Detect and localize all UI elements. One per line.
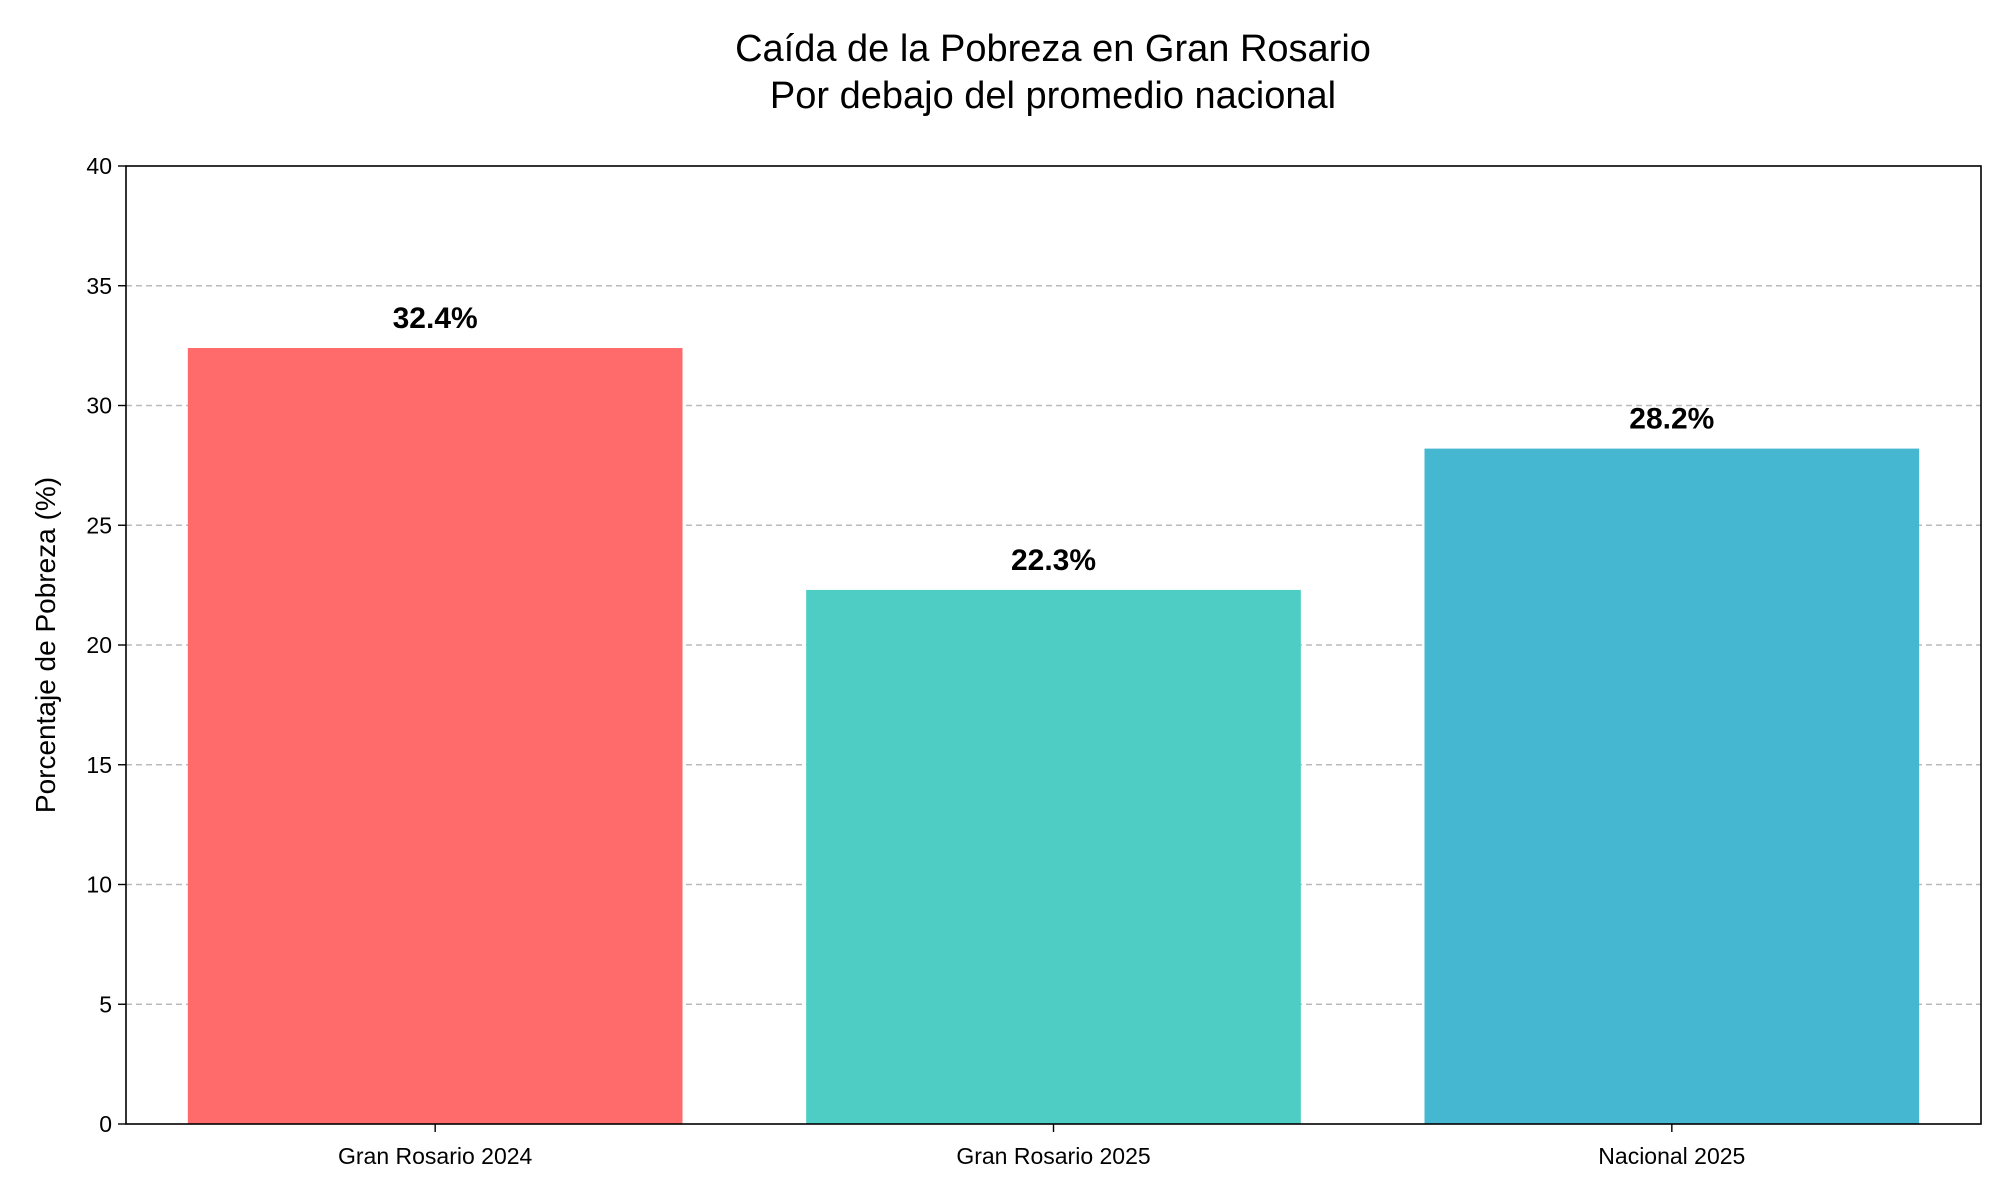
plot-frame	[125, 165, 1982, 1125]
y-tick-label: 40	[86, 153, 112, 179]
bar-2	[806, 589, 1301, 1124]
x-axis-ticks: Gran Rosario 2024 Gran Rosario 2025 Nacion…	[338, 1124, 1745, 1169]
y-axis-label: Porcentaje de Pobreza (%)	[30, 477, 61, 813]
y-tick-label: 20	[86, 632, 112, 658]
y-tick-label: 15	[86, 752, 112, 778]
y-tick-label: 5	[99, 991, 112, 1017]
y-tick-label: 25	[86, 512, 112, 538]
y-tick-label: 30	[86, 393, 112, 419]
chart-subtitle: Por debajo del promedio nacional	[770, 75, 1336, 117]
y-tick-label: 35	[86, 273, 112, 299]
data-label: 22.3%	[1011, 544, 1096, 577]
bar-1	[187, 348, 683, 1124]
bars: 32.4% 22.3% 28.2%	[187, 302, 1920, 1124]
bar-3	[1424, 448, 1920, 1124]
chart-title: Caída de la Pobreza en Gran Rosario	[735, 28, 1371, 70]
y-tick-label: 10	[86, 872, 112, 898]
data-label: 32.4%	[393, 302, 478, 335]
data-label: 28.2%	[1629, 403, 1714, 436]
y-tick-label: 0	[99, 1111, 112, 1137]
x-tick-label: Nacional 2025	[1598, 1143, 1745, 1169]
x-tick-label: Gran Rosario 2025	[956, 1143, 1150, 1169]
x-tick-label: Gran Rosario 2024	[338, 1143, 533, 1169]
y-axis-ticks: 0 5 10 15 20 25 30 35 40	[86, 153, 126, 1137]
